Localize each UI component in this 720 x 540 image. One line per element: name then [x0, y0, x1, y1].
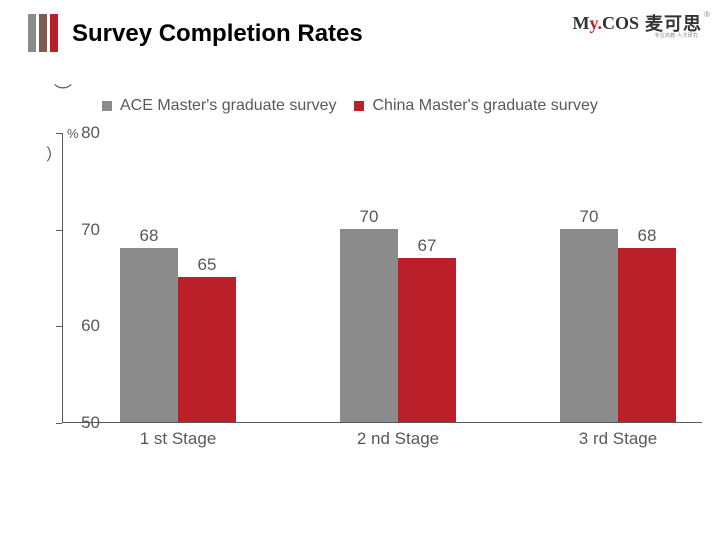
bar-g1-s2: 65: [178, 277, 236, 422]
logo-en: My.COS: [572, 13, 639, 34]
x-label-2: 2 nd Stage: [348, 429, 448, 449]
plot-area: 80 % 70 60 50 68 65 70: [62, 133, 702, 423]
bars-layer: 68 65 70 67 70 68: [62, 133, 702, 423]
bar-g1-s1-value: 68: [120, 226, 178, 246]
bar-g2-s2: 67: [398, 258, 456, 422]
bar-g2-s1: 70: [340, 229, 398, 422]
bar-g3-s2: 68: [618, 248, 676, 422]
bar-g2-s2-value: 67: [398, 236, 456, 256]
bar-g2-s1-value: 70: [340, 207, 398, 227]
logo-subtitle: 专注高教·人才研究: [655, 32, 698, 39]
x-label-3: 3 rd Stage: [568, 429, 668, 449]
logo-en-m: M: [572, 13, 589, 33]
bar-g3-s1: 70: [560, 229, 618, 422]
x-label-1: 1 st Stage: [128, 429, 228, 449]
bar-g1-s2-value: 65: [178, 255, 236, 275]
bar-g3-s1-value: 70: [560, 207, 618, 227]
bar-group-3: 70 68: [560, 229, 676, 422]
chart-legend: ACE Master's graduate survey China Maste…: [102, 97, 598, 115]
title-bar-2: [39, 14, 47, 52]
logo-en-rest: COS: [602, 13, 639, 33]
registered-mark: ®: [704, 10, 710, 19]
bar-g1-s1: 68: [120, 248, 178, 422]
bar-group-2: 70 67: [340, 229, 456, 422]
legend-swatch-series2: [354, 101, 364, 111]
title-accent-bars: [28, 14, 58, 52]
legend-label-series1: ACE Master's graduate survey: [120, 97, 336, 115]
bar-group-1: 68 65: [120, 248, 236, 422]
y-axis-paren-open: （: [50, 83, 76, 101]
title-bar-3: [50, 14, 58, 52]
legend-label-series2: China Master's graduate survey: [372, 97, 597, 115]
y-tick-50: [56, 423, 62, 424]
page-title: Survey Completion Rates: [72, 20, 363, 48]
completion-rate-chart: （ ） ACE Master's graduate survey China M…: [18, 95, 708, 465]
title-bar-1: [28, 14, 36, 52]
bar-g3-s2-value: 68: [618, 226, 676, 246]
y-axis-paren-close: ）: [46, 141, 62, 165]
legend-swatch-series1: [102, 101, 112, 111]
